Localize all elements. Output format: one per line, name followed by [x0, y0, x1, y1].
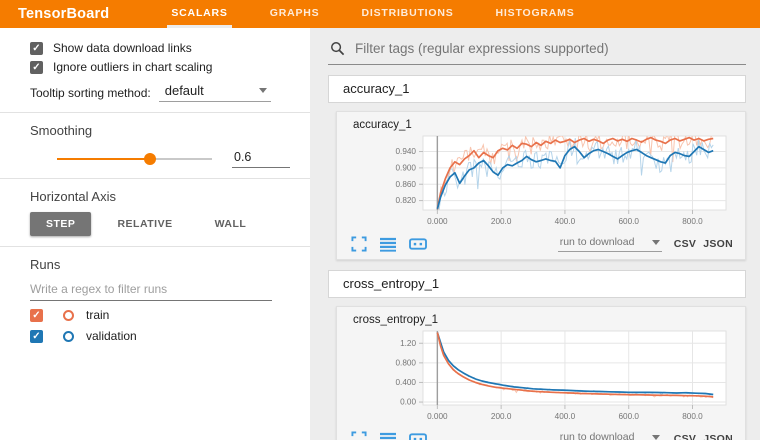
checkbox-label: Show data download links: [53, 41, 192, 55]
svg-text:800.0: 800.0: [682, 217, 703, 226]
toggle-runs-list-icon[interactable]: [380, 236, 396, 252]
svg-text:600.0: 600.0: [618, 217, 639, 226]
chart-title: cross_entropy_1: [353, 314, 439, 326]
json-download-link[interactable]: JSON: [703, 237, 733, 250]
svg-text:0.860: 0.860: [396, 180, 417, 189]
smoothing-label: Smoothing: [30, 123, 93, 138]
json-download-link[interactable]: JSON: [703, 432, 733, 440]
tab-graphs[interactable]: GRAPHS: [269, 6, 320, 19]
expand-chart-icon[interactable]: [351, 235, 367, 252]
settings-sidebar: Show data download links Ignore outliers…: [0, 28, 310, 440]
csv-download-link[interactable]: CSV: [673, 432, 697, 440]
runs-filter-input[interactable]: [30, 280, 272, 301]
cross-entropy-line-chart[interactable]: 0.000 200.0 400.0 600.0 800.0 0.00 0.400 0.800 1…: [345, 328, 741, 428]
tooltip-sorting-label: Tooltip sorting method:: [30, 85, 151, 100]
tab-histograms[interactable]: HISTOGRAMS: [495, 6, 575, 19]
chart-card-accuracy: accuracy_1 0.000 200.0 400.0 600.0 800.0 0.82…: [336, 111, 746, 260]
run-checkbox-checked-icon[interactable]: [30, 308, 43, 322]
tooltip-sorting-select[interactable]: default: [158, 83, 271, 102]
run-to-download-select[interactable]: run to download: [558, 430, 662, 440]
show-download-links-row[interactable]: Show data download links: [30, 41, 290, 55]
smoothing-slider[interactable]: [57, 153, 212, 165]
slider-thumb[interactable]: [144, 153, 156, 165]
chart-title: accuracy_1: [353, 119, 412, 131]
svg-text:200.0: 200.0: [491, 217, 512, 226]
axis-relative-button[interactable]: RELATIVE: [117, 218, 173, 230]
run-color-ring-icon: [63, 309, 74, 321]
svg-text:600.0: 600.0: [618, 412, 639, 421]
caret-down-icon: [258, 88, 267, 93]
axis-wall-button[interactable]: WALL: [214, 218, 247, 230]
caret-down-icon: [651, 434, 660, 440]
divider: [0, 112, 310, 113]
run-row-train[interactable]: train: [30, 308, 310, 322]
checkbox-label: Ignore outliers in chart scaling: [53, 60, 213, 74]
run-to-download-select[interactable]: run to download: [557, 235, 662, 252]
svg-text:0.900: 0.900: [396, 163, 417, 172]
smoothing-value-input[interactable]: 0.6: [232, 150, 290, 168]
svg-text:0.00: 0.00: [400, 398, 416, 407]
svg-text:200.0: 200.0: [491, 412, 512, 421]
checkbox-checked-icon[interactable]: [30, 60, 43, 74]
slider-fill: [57, 158, 150, 160]
caret-down-icon: [651, 239, 660, 245]
download-controls: run to download CSV JSON: [558, 430, 733, 440]
section-header-accuracy[interactable]: accuracy_1: [328, 75, 746, 103]
fit-domain-icon[interactable]: [409, 431, 427, 440]
checkbox-checked-icon[interactable]: [30, 41, 43, 55]
svg-text:0.940: 0.940: [396, 147, 417, 156]
run-label: validation: [86, 329, 137, 343]
svg-text:0.800: 0.800: [396, 358, 417, 367]
axis-step-button[interactable]: STEP: [30, 212, 92, 236]
accuracy-line-chart[interactable]: 0.000 200.0 400.0 600.0 800.0 0.820 0.860 0.900…: [345, 133, 741, 233]
svg-text:0.400: 0.400: [396, 378, 417, 387]
run-checkbox-checked-icon[interactable]: [30, 329, 43, 343]
smoothing-slider-row: 0.6: [57, 150, 290, 168]
run-to-download-label: run to download: [559, 236, 635, 248]
svg-text:400.0: 400.0: [555, 217, 576, 226]
svg-text:400.0: 400.0: [555, 412, 576, 421]
divider: [0, 246, 310, 247]
run-to-download-label: run to download: [559, 431, 635, 440]
ignore-outliers-row[interactable]: Ignore outliers in chart scaling: [30, 60, 290, 74]
chart-toolbar: run to download CSV JSON: [345, 428, 741, 440]
filter-tags-bar: [328, 36, 746, 65]
dashboard-panel: accuracy_1 accuracy_1 0.000 200.0 400.0 600…: [310, 28, 760, 440]
tooltip-sorting-row: Tooltip sorting method: default: [30, 83, 290, 102]
nav-tabs: SCALARS GRAPHS DISTRIBUTIONS HISTOGRAMS: [167, 0, 612, 28]
expand-chart-icon[interactable]: [351, 430, 367, 440]
search-icon: [331, 42, 345, 56]
svg-text:0.000: 0.000: [427, 217, 448, 226]
tooltip-sorting-value: default: [164, 83, 204, 98]
chart-card-cross-entropy: cross_entropy_1 0.000 200.0 400.0 600.0 800.…: [336, 306, 746, 440]
svg-text:800.0: 800.0: [682, 412, 703, 421]
svg-text:1.20: 1.20: [400, 339, 416, 348]
horizontal-axis-label: Horizontal Axis: [30, 189, 116, 204]
horizontal-axis-buttons: STEP RELATIVE WALL: [30, 212, 310, 236]
tab-distributions[interactable]: DISTRIBUTIONS: [361, 6, 454, 19]
section-header-cross-entropy[interactable]: cross_entropy_1: [328, 270, 746, 298]
tab-scalars[interactable]: SCALARS: [167, 0, 232, 28]
download-controls: run to download CSV JSON: [557, 235, 733, 252]
run-row-validation[interactable]: validation: [30, 329, 310, 343]
runs-label: Runs: [30, 257, 61, 272]
filter-tags-input[interactable]: [353, 40, 746, 57]
toggle-runs-list-icon[interactable]: [380, 431, 396, 440]
fit-domain-icon[interactable]: [409, 236, 427, 252]
run-label: train: [86, 308, 110, 322]
divider: [0, 178, 310, 179]
app-logo: TensorBoard: [18, 6, 110, 22]
chart-toolbar: run to download CSV JSON: [345, 233, 741, 259]
app-header: TensorBoard SCALARS GRAPHS DISTRIBUTIONS…: [0, 0, 760, 28]
svg-text:0.820: 0.820: [396, 196, 417, 205]
run-color-ring-icon: [63, 330, 74, 342]
svg-text:0.000: 0.000: [427, 412, 448, 421]
csv-download-link[interactable]: CSV: [673, 237, 697, 250]
